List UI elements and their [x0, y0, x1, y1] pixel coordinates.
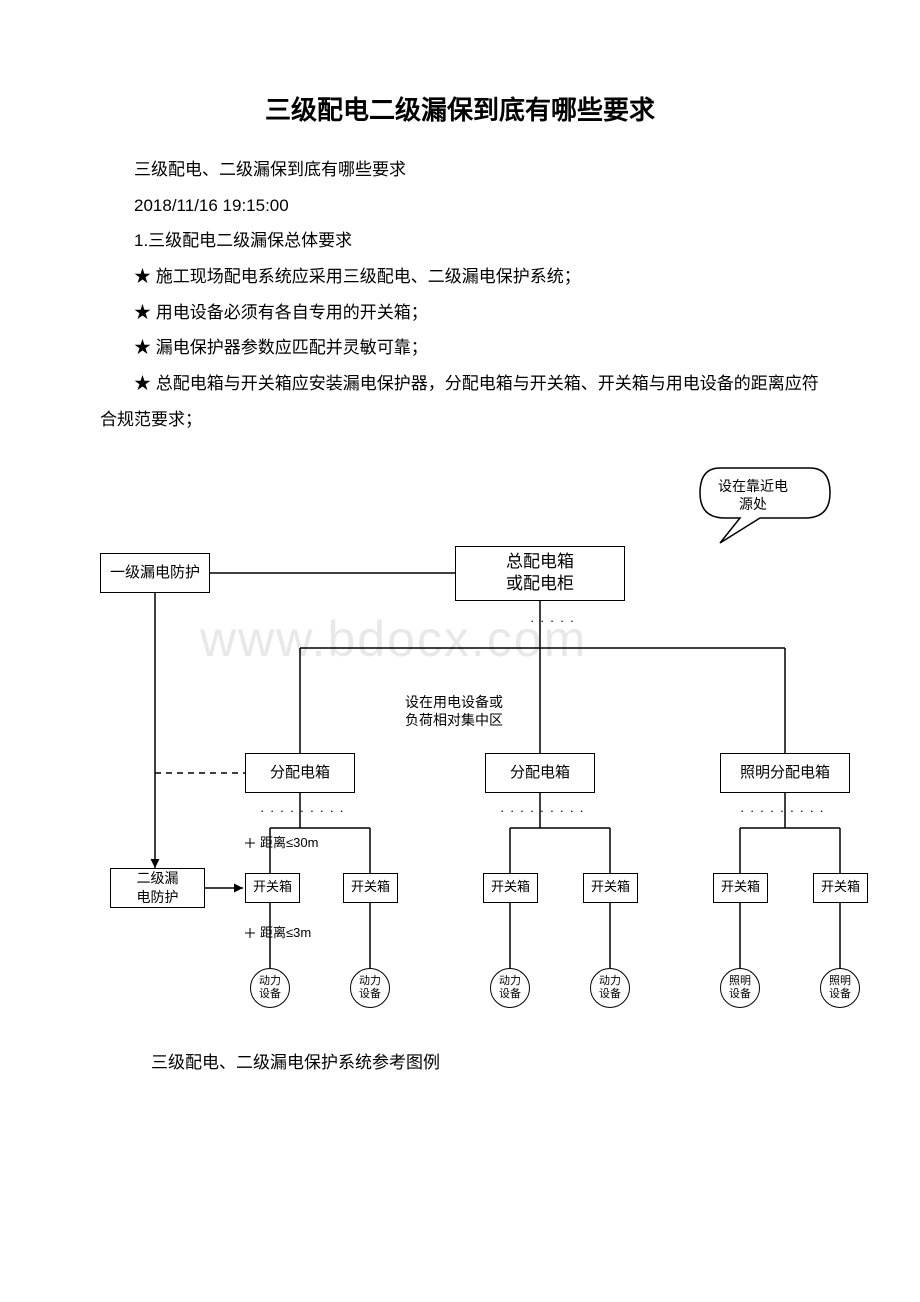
- diagram: 设在靠近电 源处 一级漏电防护 总配电箱 或配电柜 · · · · · 设在用电…: [100, 453, 870, 1023]
- page-title: 三级配电二级漏保到底有哪些要求: [100, 90, 820, 127]
- distance-30m: 距离≤30m: [260, 835, 318, 852]
- switch-box-3: 开关箱: [483, 873, 538, 903]
- switch-box-2: 开关箱: [343, 873, 398, 903]
- datetime-text: 2018/11/16 19:15:00: [100, 188, 820, 224]
- bullet-1: ★ 施工现场配电系统应采用三级配电、二级漏电保护系统；: [100, 259, 820, 295]
- switch-box-4: 开关箱: [583, 873, 638, 903]
- callout-text: 设在靠近电 源处: [718, 477, 788, 513]
- dots-dist-1: · · · · · · · · ·: [260, 803, 345, 820]
- dots-main: · · · · ·: [530, 613, 575, 630]
- device-5: 照明 设备: [720, 968, 760, 1008]
- main-distribution-box: 总配电箱 或配电柜: [455, 546, 625, 601]
- level2-guard-box: 二级漏 电防护: [110, 868, 205, 908]
- dist-box-2: 分配电箱: [485, 753, 595, 793]
- bullet-3: ★ 漏电保护器参数应匹配并灵敏可靠；: [100, 330, 820, 366]
- dist-box-3: 照明分配电箱: [720, 753, 850, 793]
- device-4: 动力 设备: [590, 968, 630, 1008]
- switch-box-6: 开关箱: [813, 873, 868, 903]
- level1-guard-box: 一级漏电防护: [100, 553, 210, 593]
- switch-box-5: 开关箱: [713, 873, 768, 903]
- switch-box-1: 开关箱: [245, 873, 300, 903]
- diagram-wires: [100, 453, 870, 1023]
- section-heading: 1.三级配电二级漏保总体要求: [100, 223, 820, 259]
- device-1: 动力 设备: [250, 968, 290, 1008]
- diagram-caption: 三级配电、二级漏电保护系统参考图例: [100, 1048, 820, 1073]
- subtitle-text: 三级配电、二级漏保到底有哪些要求: [100, 152, 820, 188]
- bullet-2: ★ 用电设备必须有各自专用的开关箱；: [100, 295, 820, 331]
- dist-box-1: 分配电箱: [245, 753, 355, 793]
- device-3: 动力 设备: [490, 968, 530, 1008]
- distance-3m: 距离≤3m: [260, 925, 311, 942]
- dots-dist-3: · · · · · · · · ·: [740, 803, 825, 820]
- bullet-4: ★ 总配电箱与开关箱应安装漏电保护器，分配电箱与开关箱、开关箱与用电设备的距离应…: [100, 366, 820, 437]
- device-2: 动力 设备: [350, 968, 390, 1008]
- device-6: 照明 设备: [820, 968, 860, 1008]
- dots-dist-2: · · · · · · · · ·: [500, 803, 585, 820]
- note-middle: 设在用电设备或 负荷相对集中区: [405, 693, 503, 729]
